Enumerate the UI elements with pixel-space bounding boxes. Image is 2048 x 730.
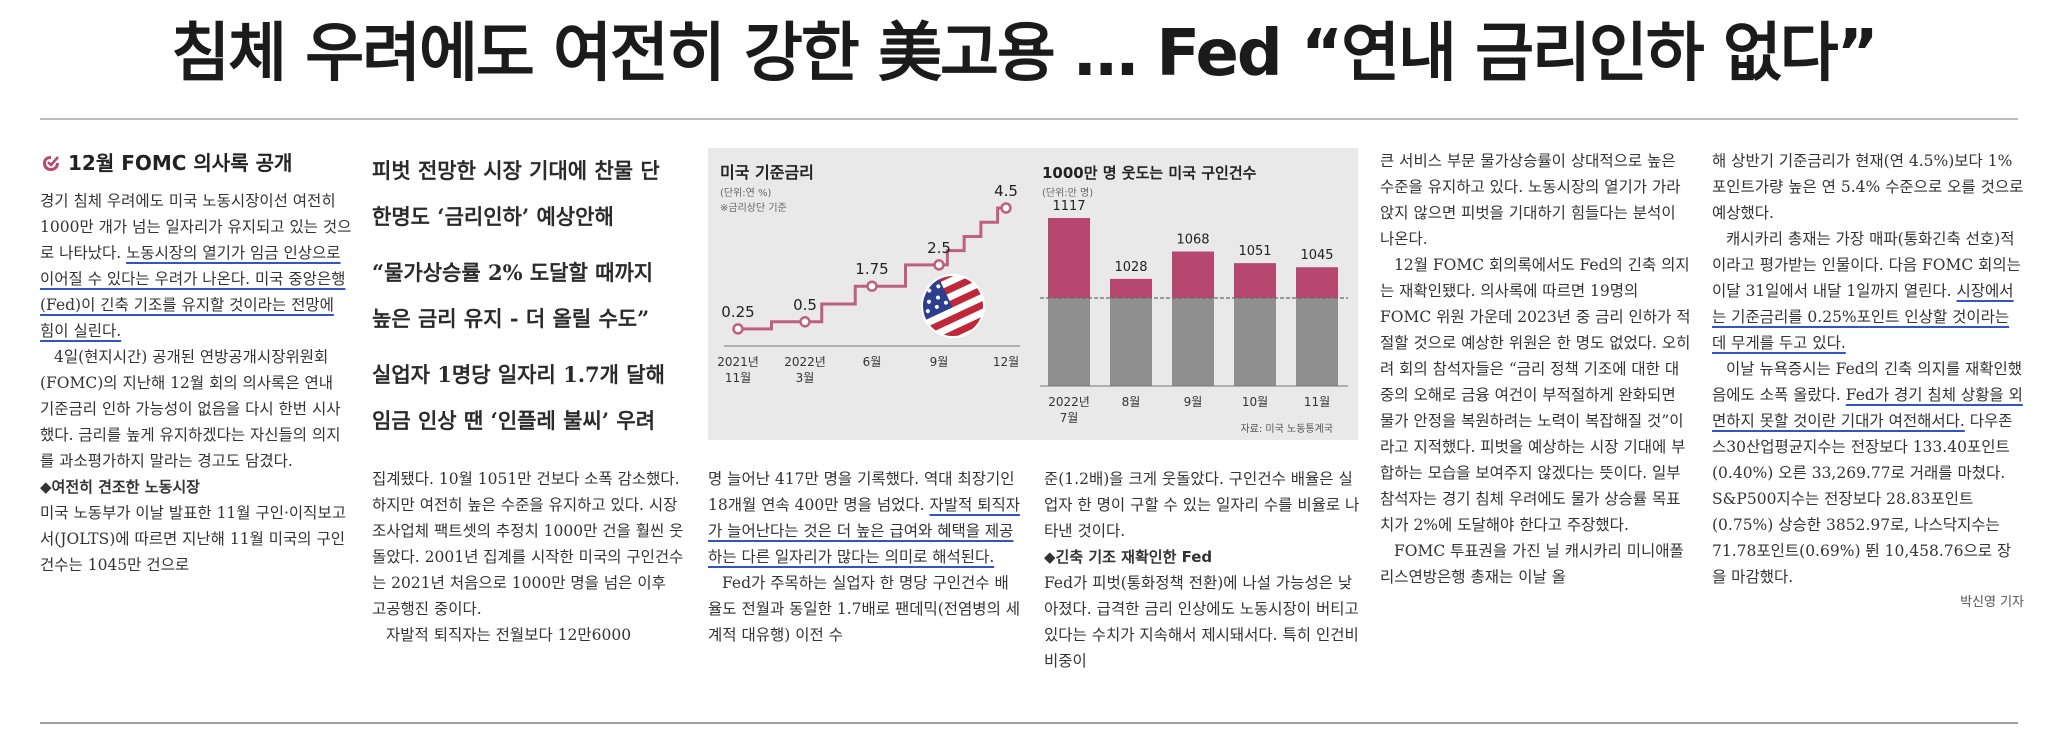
job-tick-label: 9월 [1184, 395, 1203, 409]
chart-1-unit: (단위:연 %) [720, 186, 772, 199]
bottom-divider [40, 722, 2018, 724]
rate-tick-label: 11월 [725, 371, 751, 385]
job-bar-base [1048, 298, 1090, 386]
rate-tick-label: 9월 [930, 355, 949, 369]
paragraph: 해 상반기 기준금리가 현재(연 4.5%)보다 1%포인트가량 높은 연 5.… [1712, 152, 2024, 222]
highlighted-text: 자발적 퇴직자가 늘어난다는 것은 더 높은 급여와 혜택을 제공하는 다른 일… [708, 496, 1020, 566]
subheading: ◆여전히 견조한 노동시장 [40, 478, 200, 496]
rate-value-label: 2.5 [927, 239, 951, 257]
rate-value-label: 0.5 [793, 296, 817, 314]
job-value-label: 1068 [1176, 233, 1209, 248]
column-2: 집계됐다. 10월 1051만 건보다 소폭 감소했다. 하지만 여전히 높은 … [372, 466, 684, 716]
job-bar [1110, 278, 1152, 298]
job-bar-base [1110, 298, 1152, 386]
paragraph: 준(1.2배)을 크게 웃돌았다. 구인건수 배율은 실업자 한 명이 구할 수… [1044, 470, 1360, 540]
deck-line-3: 실업자 1명당 일자리 1.7개 달해 임금 인상 땐 ‘인플레 불씨’ 우려 [372, 362, 665, 433]
chart-2-title: 1000만 명 웃도는 미국 구인건수 [1042, 164, 1257, 182]
chart-1-title: 미국 기준금리 [720, 163, 814, 182]
section-title: 12월 FOMC 의사록 공개 [68, 151, 293, 175]
paragraph: 자발적 퇴직자는 전월보다 12만6000 [386, 626, 632, 644]
byline: 박신영 기자 [1960, 595, 2024, 610]
chart-panel: 미국 기준금리 (단위:연 %) ※금리상단 기준 0.25 2021년 11월 0.… [708, 148, 1358, 440]
rate-tick-label: 2022년 [784, 355, 826, 369]
rate-point [732, 323, 744, 335]
job-value-label: 1117 [1052, 199, 1085, 214]
rate-point [799, 316, 811, 328]
column-3: 명 늘어난 417만 명을 기록했다. 역대 최장기인 18개월 연속 400만… [708, 466, 1020, 716]
rate-tick-label: 3월 [796, 371, 815, 385]
deck-headlines: 피벗 전망한 시장 기대에 찬물 단 한명도 ‘금리인하’ 예상안해 “물가상승… [372, 148, 672, 454]
deck-line-1: 피벗 전망한 시장 기대에 찬물 단 한명도 ‘금리인하’ 예상안해 [372, 158, 660, 229]
job-bar-base [1234, 298, 1276, 386]
job-tick-label: 11월 [1304, 395, 1330, 409]
deck-line-2: “물가상승률 2% 도달할 때까지 높은 금리 유지 - 더 올릴 수도” [372, 260, 654, 331]
rate-point [933, 259, 945, 271]
text-run: 다우존스30산업평균지수는 전장보다 133.40포인트(0.40%) 오른 3… [1712, 412, 2013, 586]
job-tick-label: 8월 [1122, 395, 1141, 409]
top-divider [40, 118, 2018, 120]
chart-2-source: 자료: 미국 노동통계국 [1240, 423, 1333, 435]
text-run: 캐시카리 총재는 가장 매파(통화긴축 선호)적이라고 평가받는 인물이다. 다… [1712, 230, 2021, 300]
highlighted-text: Fed가 경기 침체 상황을 외면하지 못할 것이란 기대가 여전해서다. [1712, 386, 2023, 430]
highlighted-text: 노동시장의 열기가 임금 인상으로 이어질 수 있다는 우려가 나온다. 미국 … [40, 244, 346, 340]
section-heading: 12월 FOMC 의사록 공개 [40, 148, 352, 178]
paragraph: 12월 FOMC 회의록에서도 Fed의 긴축 의지는 재확인됐다. 의사록에 … [1380, 256, 1691, 534]
job-tick-label: 7월 [1060, 411, 1079, 425]
paragraph: Fed가 주목하는 실업자 한 명당 구인건수 배율도 전월과 동일한 1.7배… [708, 574, 1020, 644]
paragraph: 4일(현지시간) 공개된 연방공개시장위원회(FOMC)의 지난해 12월 회의… [40, 348, 341, 470]
text-run: 이날 뉴욕증시는 Fed의 긴축 의지를 재확인했음에도 소폭 올랐다. [1712, 360, 2023, 404]
paragraph: 명 늘어난 417만 명을 기록했다. 역대 최장기인 18개월 연속 400만… [708, 466, 1020, 570]
column-1: 12월 FOMC 의사록 공개 경기 침체 우려에도 미국 노동시장이선 여전히… [40, 148, 352, 716]
headline: 침체 우려에도 여전히 강한 美고용 … Fed “연내 금리인하 없다” [171, 17, 1878, 91]
rate-point [866, 280, 878, 292]
paragraph: FOMC 투표권을 가진 닐 캐시카리 미니애폴리스연방은행 총재는 이날 올 [1380, 542, 1684, 586]
paragraph: 캐시카리 총재는 가장 매파(통화긴축 선호)적이라고 평가받는 인물이다. 다… [1712, 226, 2024, 356]
job-bar [1234, 263, 1276, 298]
paragraph: 큰 서비스 부문 물가상승률이 상대적으로 높은 수준을 유지하고 있다. 노동… [1380, 152, 1681, 248]
us-flag-emblem [913, 266, 993, 346]
paragraph: 미국 노동부가 이날 발표한 11월 구인·이직보고서(JOLTS)에 따르면 … [40, 504, 346, 574]
rate-value-label: 1.75 [855, 260, 888, 278]
charts-svg: 미국 기준금리 (단위:연 %) ※금리상단 기준 0.25 2021년 11월 0.… [717, 163, 1348, 435]
rate-tick-label: 6월 [863, 355, 882, 369]
job-value-label: 1051 [1238, 244, 1271, 259]
rate-value-label: 0.25 [721, 303, 754, 321]
job-tick-label: 10월 [1242, 395, 1268, 409]
job-bar-base [1296, 298, 1338, 386]
rate-point [1000, 202, 1012, 214]
job-bar [1172, 251, 1214, 298]
column-4: 준(1.2배)을 크게 웃돌았다. 구인건수 배율은 실업자 한 명이 구할 수… [1044, 466, 1362, 716]
chart-1-note: ※금리상단 기준 [720, 202, 787, 214]
column-5: 큰 서비스 부문 물가상승률이 상대적으로 높은 수준을 유지하고 있다. 노동… [1380, 148, 1692, 716]
rate-value-label: 4.5 [994, 182, 1018, 200]
rate-tick-label: 12월 [993, 355, 1019, 369]
chart-2-unit: (단위:만 명) [1042, 186, 1093, 199]
job-bar [1048, 218, 1090, 298]
rate-tick-label: 2021년 [717, 355, 759, 369]
subheading: ◆긴축 기조 재확인한 Fed [1044, 548, 1213, 566]
paragraph: 집계됐다. 10월 1051만 건보다 소폭 감소했다. 하지만 여전히 높은 … [372, 470, 684, 618]
highlighted-text: 시장에서는 기준금리를 0.25%포인트 인상할 것이라는 데 무게를 두고 있… [1712, 282, 2014, 352]
job-value-label: 1045 [1300, 248, 1333, 263]
text-run: 명 늘어난 417만 명을 기록했다. 역대 최장기인 18개월 연속 400만… [708, 470, 1015, 514]
check-icon [43, 156, 59, 171]
text-run: 경기 침체 우려에도 미국 노동시장이선 여전히 1000만 개가 넘는 일자리… [40, 192, 352, 262]
paragraph: 경기 침체 우려에도 미국 노동시장이선 여전히 1000만 개가 넘는 일자리… [40, 188, 352, 344]
job-bar [1296, 267, 1338, 298]
paragraph: 이날 뉴욕증시는 Fed의 긴축 의지를 재확인했음에도 소폭 올랐다. Fed… [1712, 356, 2024, 590]
column-6: 해 상반기 기준금리가 현재(연 4.5%)보다 1%포인트가량 높은 연 5.… [1712, 148, 2024, 716]
paragraph: Fed가 피벗(통화정책 전환)에 나설 가능성은 낮아졌다. 급격한 금리 인… [1044, 574, 1359, 670]
job-tick-label: 2022년 [1048, 395, 1090, 409]
job-value-label: 1028 [1114, 260, 1147, 275]
job-bar-base [1172, 298, 1214, 386]
